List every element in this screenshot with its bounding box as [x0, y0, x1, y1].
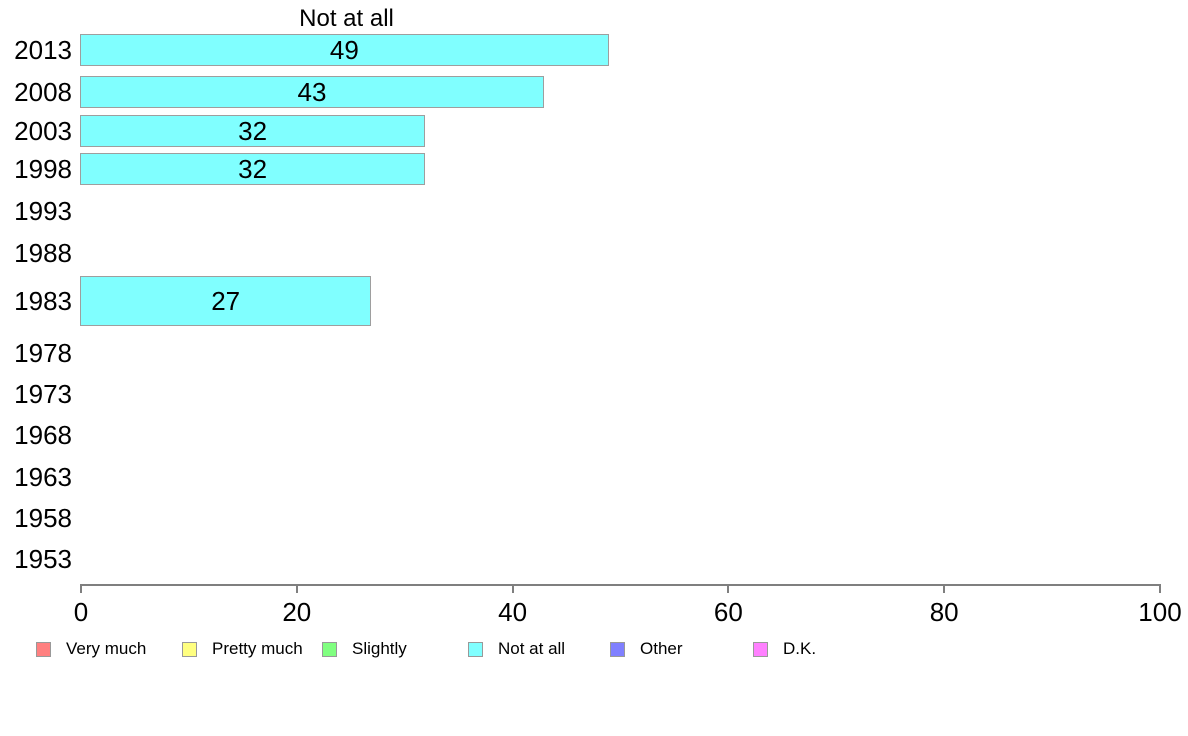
x-tick-mark-40: [511, 584, 514, 593]
y-axis-label-1963: 1963: [14, 462, 72, 492]
bar-2013: 49: [80, 34, 609, 66]
legend-item-pretty-much: Pretty much: [182, 638, 303, 660]
y-axis-label-1978: 1978: [14, 338, 72, 368]
y-axis-label-2008: 2008: [14, 77, 72, 107]
bar-1998: 32: [80, 153, 426, 185]
x-tick-mark-60: [727, 584, 730, 593]
legend-swatch-pretty-much: [182, 641, 197, 657]
y-axis-label-1988: 1988: [14, 238, 72, 268]
legend-item-d-k: D.K.: [753, 638, 816, 660]
legend-label-other: Other: [640, 639, 683, 658]
legend-label-very-much: Very much: [66, 639, 147, 658]
bar-2008: 43: [80, 76, 544, 108]
x-tick-mark-20: [295, 584, 298, 593]
y-axis-label-1958: 1958: [14, 503, 72, 533]
bar-value-label: 32: [238, 153, 268, 184]
y-axis-label-1968: 1968: [14, 420, 72, 450]
legend-label-d-k: D.K.: [783, 639, 817, 658]
x-tick-label-60: 60: [713, 597, 743, 627]
legend-item-other: Other: [610, 638, 683, 660]
y-axis-label-2013: 2013: [14, 35, 72, 65]
legend-swatch-other: [610, 641, 625, 657]
chart-title: Not at all: [299, 5, 394, 32]
legend-swatch-not-at-all: [468, 641, 483, 657]
legend-item-very-much: Very much: [36, 638, 146, 660]
legend-label-pretty-much: Pretty much: [212, 639, 303, 658]
y-axis-label-1983: 1983: [14, 286, 72, 316]
legend-label-not-at-all: Not at all: [498, 639, 566, 658]
y-axis-label-1953: 1953: [14, 544, 72, 574]
y-axis-label-1998: 1998: [14, 154, 72, 184]
y-axis-label-1973: 1973: [14, 379, 72, 409]
y-axis-label-1993: 1993: [14, 196, 72, 226]
bar-value-label: 32: [238, 115, 268, 146]
legend-swatch-very-much: [36, 641, 51, 657]
y-axis-label-2003: 2003: [14, 116, 72, 146]
legend-item-slightly: Slightly: [322, 638, 407, 660]
x-tick-label-80: 80: [929, 597, 959, 627]
legend-label-slightly: Slightly: [352, 639, 407, 658]
bar-value-label: 43: [297, 76, 327, 107]
bar-1983: 27: [80, 276, 372, 326]
x-tick-mark-100: [1159, 584, 1161, 593]
legend-swatch-slightly: [322, 641, 337, 657]
x-tick-label-100: 100: [1138, 597, 1182, 627]
legend-swatch-d-k: [753, 641, 768, 657]
bar-value-label: 49: [329, 34, 359, 65]
x-tick-label-40: 40: [498, 597, 528, 627]
x-tick-label-0: 0: [73, 597, 89, 627]
x-axis-line: [80, 584, 1161, 586]
bar-2003: 32: [80, 115, 426, 147]
x-tick-label-20: 20: [282, 597, 312, 627]
legend-item-not-at-all: Not at all: [468, 638, 565, 660]
x-tick-mark-80: [943, 584, 946, 593]
x-tick-mark-0: [80, 584, 82, 593]
bar-value-label: 27: [211, 285, 241, 316]
